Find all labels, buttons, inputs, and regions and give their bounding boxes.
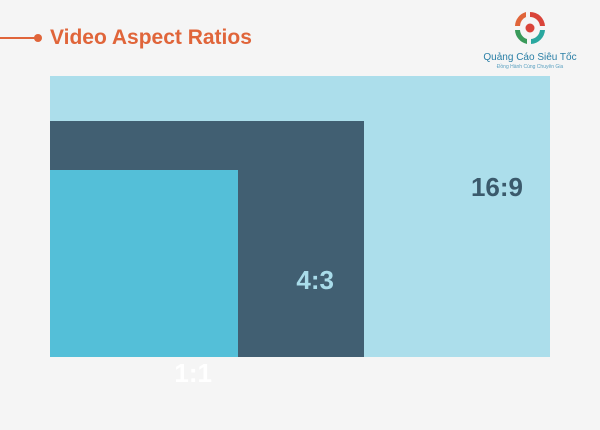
logo-name: Quảng Cáo Siêu Tốc [483,52,577,63]
ratio-1-1-rect: 1:1 [50,170,238,388]
brand-logo: Quảng Cáo Siêu Tốc Đồng Hành Cùng Chuyên… [478,8,582,74]
page-title: Video Aspect Ratios [50,26,252,49]
ratio-16-9-label: 16:9 [470,172,523,202]
title-accent-dot [34,34,42,42]
ratio-1-1-label: 1:1 [174,358,212,388]
ratio-4-3-label: 4:3 [296,265,334,295]
title-accent-line [0,37,38,39]
logo-tagline: Đồng Hành Cùng Chuyên Gia [496,64,564,70]
logo-swirl-icon [515,11,545,44]
